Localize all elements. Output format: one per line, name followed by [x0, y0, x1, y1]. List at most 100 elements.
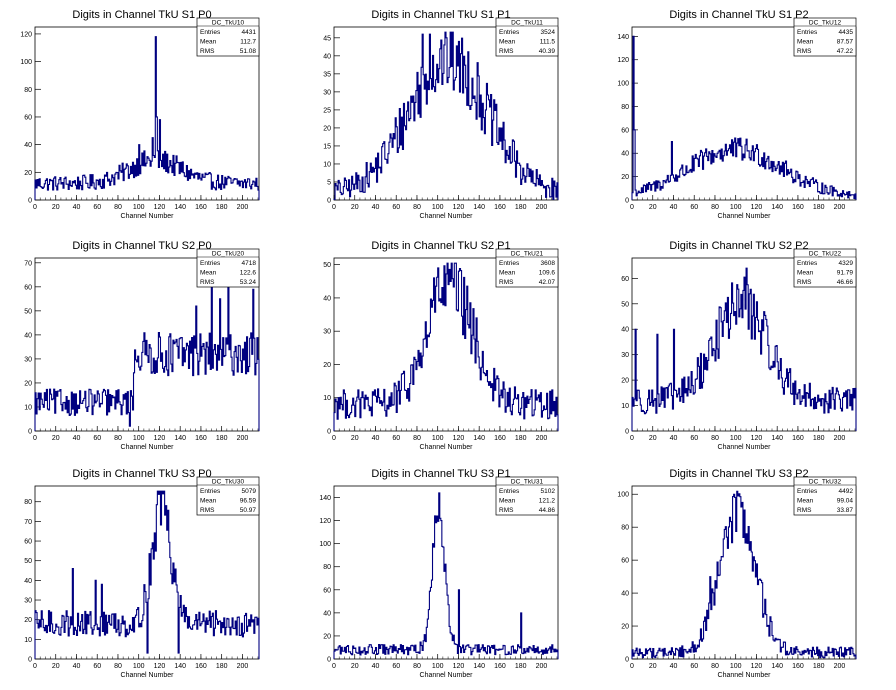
x-tick-label: 60 [392, 663, 400, 670]
stats-box-frame [495, 17, 559, 57]
x-axis-label: Channel Number [420, 213, 474, 220]
y-tick-label: 50 [24, 308, 32, 315]
stats-label: RMS [797, 48, 812, 55]
x-tick-label: 100 [432, 663, 444, 670]
x-tick-label: 80 [413, 435, 421, 442]
stats-box: DC_TkU32 Entries 4492 Mean 99.04 RMS 33.87 [793, 476, 857, 516]
x-tick-label: 20 [351, 663, 359, 670]
x-tick-label: 180 [216, 435, 228, 442]
stats-label: Entries [797, 29, 818, 36]
x-tick-label: 60 [392, 204, 400, 211]
y-tick-label: 0 [327, 198, 331, 205]
stats-value: 87.57 [837, 39, 854, 46]
stats-label: RMS [499, 279, 514, 286]
y-tick-label: 20 [24, 617, 32, 624]
stats-label: Entries [797, 260, 818, 267]
chart-panel-8: Digits in Channel TkU S3 P1 0 20 40 60 80 100 1… [319, 468, 559, 679]
x-axis-label: Channel Number [420, 444, 474, 451]
stats-box-frame [495, 248, 559, 288]
y-tick-label: 50 [24, 558, 32, 565]
stats-label: RMS [200, 48, 215, 55]
chart-panel-5: Digits in Channel TkU S2 P10 20 40 60 80 100 1… [323, 240, 559, 451]
stats-value: 46.66 [837, 279, 854, 286]
stats-value: 122.6 [240, 270, 257, 277]
stats-label: RMS [797, 279, 812, 286]
stats-value: 40.39 [539, 48, 556, 55]
x-tick-label: 60 [392, 435, 400, 442]
y-tick-label: 30 [621, 352, 629, 359]
stats-value: 53.24 [240, 279, 257, 286]
stats-label: RMS [200, 507, 215, 514]
x-tick-label: 60 [93, 204, 101, 211]
chart-panel-7: Digits in Channel TkU S3 P00 20 40 60 80 100 1… [24, 468, 260, 679]
x-tick-label: 80 [711, 663, 719, 670]
histogram-line [333, 492, 559, 659]
x-tick-label: 40 [73, 435, 81, 442]
y-tick-label: 100 [319, 541, 331, 548]
x-axis-label: Channel Number [121, 213, 175, 220]
stats-label: RMS [499, 48, 514, 55]
y-tick-label: 100 [617, 81, 629, 88]
y-tick-label: 80 [323, 564, 331, 571]
chart-title: Digits in Channel TkU S2 P0 [72, 240, 211, 252]
stats-name: DC_TkU30 [212, 479, 245, 486]
stats-box-frame [196, 476, 260, 516]
stats-box-frame [793, 17, 857, 57]
x-axis-label: Channel Number [718, 213, 772, 220]
x-tick-label: 20 [649, 435, 657, 442]
x-tick-label: 180 [515, 204, 527, 211]
x-tick-label: 20 [52, 663, 60, 670]
x-tick-label: 120 [751, 435, 763, 442]
x-tick-label: 180 [216, 663, 228, 670]
plot-frame [333, 26, 559, 201]
x-tick-label: 120 [751, 204, 763, 211]
chart-panel-4: Digits in Channel TkU S2 P00 20 40 60 80 100 1… [24, 240, 260, 451]
x-tick-label: 0 [630, 204, 634, 211]
stats-box: DC_TkU31 Entries 5102 Mean 121.2 RMS 44.86 [495, 476, 559, 516]
x-tick-label: 160 [792, 435, 804, 442]
stats-label: Entries [200, 29, 221, 36]
y-tick-label: 45 [323, 35, 331, 42]
stats-label: Mean [200, 270, 217, 277]
y-tick-label: 15 [323, 143, 331, 150]
x-tick-label: 160 [494, 435, 506, 442]
x-tick-label: 200 [237, 435, 249, 442]
x-tick-label: 200 [536, 663, 548, 670]
y-tick-label: 10 [323, 395, 331, 402]
x-axis-label: Channel Number [718, 444, 772, 451]
x-tick-label: 100 [432, 435, 444, 442]
y-tick-label: 40 [24, 578, 32, 585]
y-tick-label: 0 [625, 657, 629, 664]
chart-title: Digits in Channel TkU S2 P2 [669, 240, 808, 252]
stats-label: Mean [499, 270, 516, 277]
x-axis-label: Channel Number [121, 444, 175, 451]
stats-value: 4431 [242, 29, 257, 36]
x-tick-label: 200 [237, 663, 249, 670]
y-tick-label: 20 [24, 380, 32, 387]
x-tick-label: 180 [813, 204, 825, 211]
histogram-line [631, 490, 857, 659]
x-tick-label: 0 [630, 435, 634, 442]
x-tick-label: 40 [372, 435, 380, 442]
x-tick-label: 120 [154, 663, 166, 670]
plot-frame [333, 485, 559, 660]
y-tick-label: 0 [625, 198, 629, 205]
y-tick-label: 70 [24, 260, 32, 267]
stats-label: Entries [499, 260, 520, 267]
x-tick-label: 160 [792, 204, 804, 211]
y-tick-label: 10 [621, 403, 629, 410]
histogram-line [333, 262, 559, 431]
stats-name: DC_TkU11 [511, 20, 543, 27]
x-tick-label: 100 [133, 204, 145, 211]
y-tick-label: 80 [621, 525, 629, 532]
y-tick-label: 40 [323, 610, 331, 617]
x-tick-label: 80 [114, 663, 122, 670]
x-tick-label: 60 [93, 663, 101, 670]
y-tick-label: 80 [621, 104, 629, 111]
x-tick-label: 200 [834, 663, 846, 670]
histogram-line [34, 490, 260, 659]
y-tick-label: 0 [327, 429, 331, 436]
histogram-line [631, 35, 857, 200]
y-tick-label: 0 [28, 198, 32, 205]
stats-value: 96.59 [240, 498, 257, 505]
